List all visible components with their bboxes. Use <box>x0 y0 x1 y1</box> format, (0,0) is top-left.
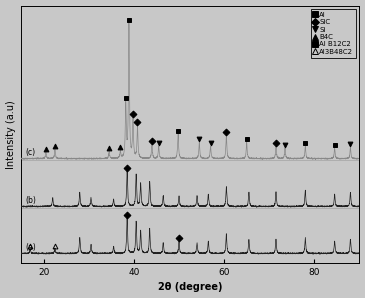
Legend: Al, SiC, Si, B4C, Al B12C2, Al3B48C2: Al, SiC, Si, B4C, Al B12C2, Al3B48C2 <box>311 9 356 58</box>
Text: (b): (b) <box>26 196 36 205</box>
Y-axis label: Intensity (a.u): Intensity (a.u) <box>5 100 16 169</box>
Text: (a): (a) <box>26 243 36 252</box>
X-axis label: 2θ (degree): 2θ (degree) <box>158 283 223 292</box>
Text: (c): (c) <box>26 148 36 157</box>
